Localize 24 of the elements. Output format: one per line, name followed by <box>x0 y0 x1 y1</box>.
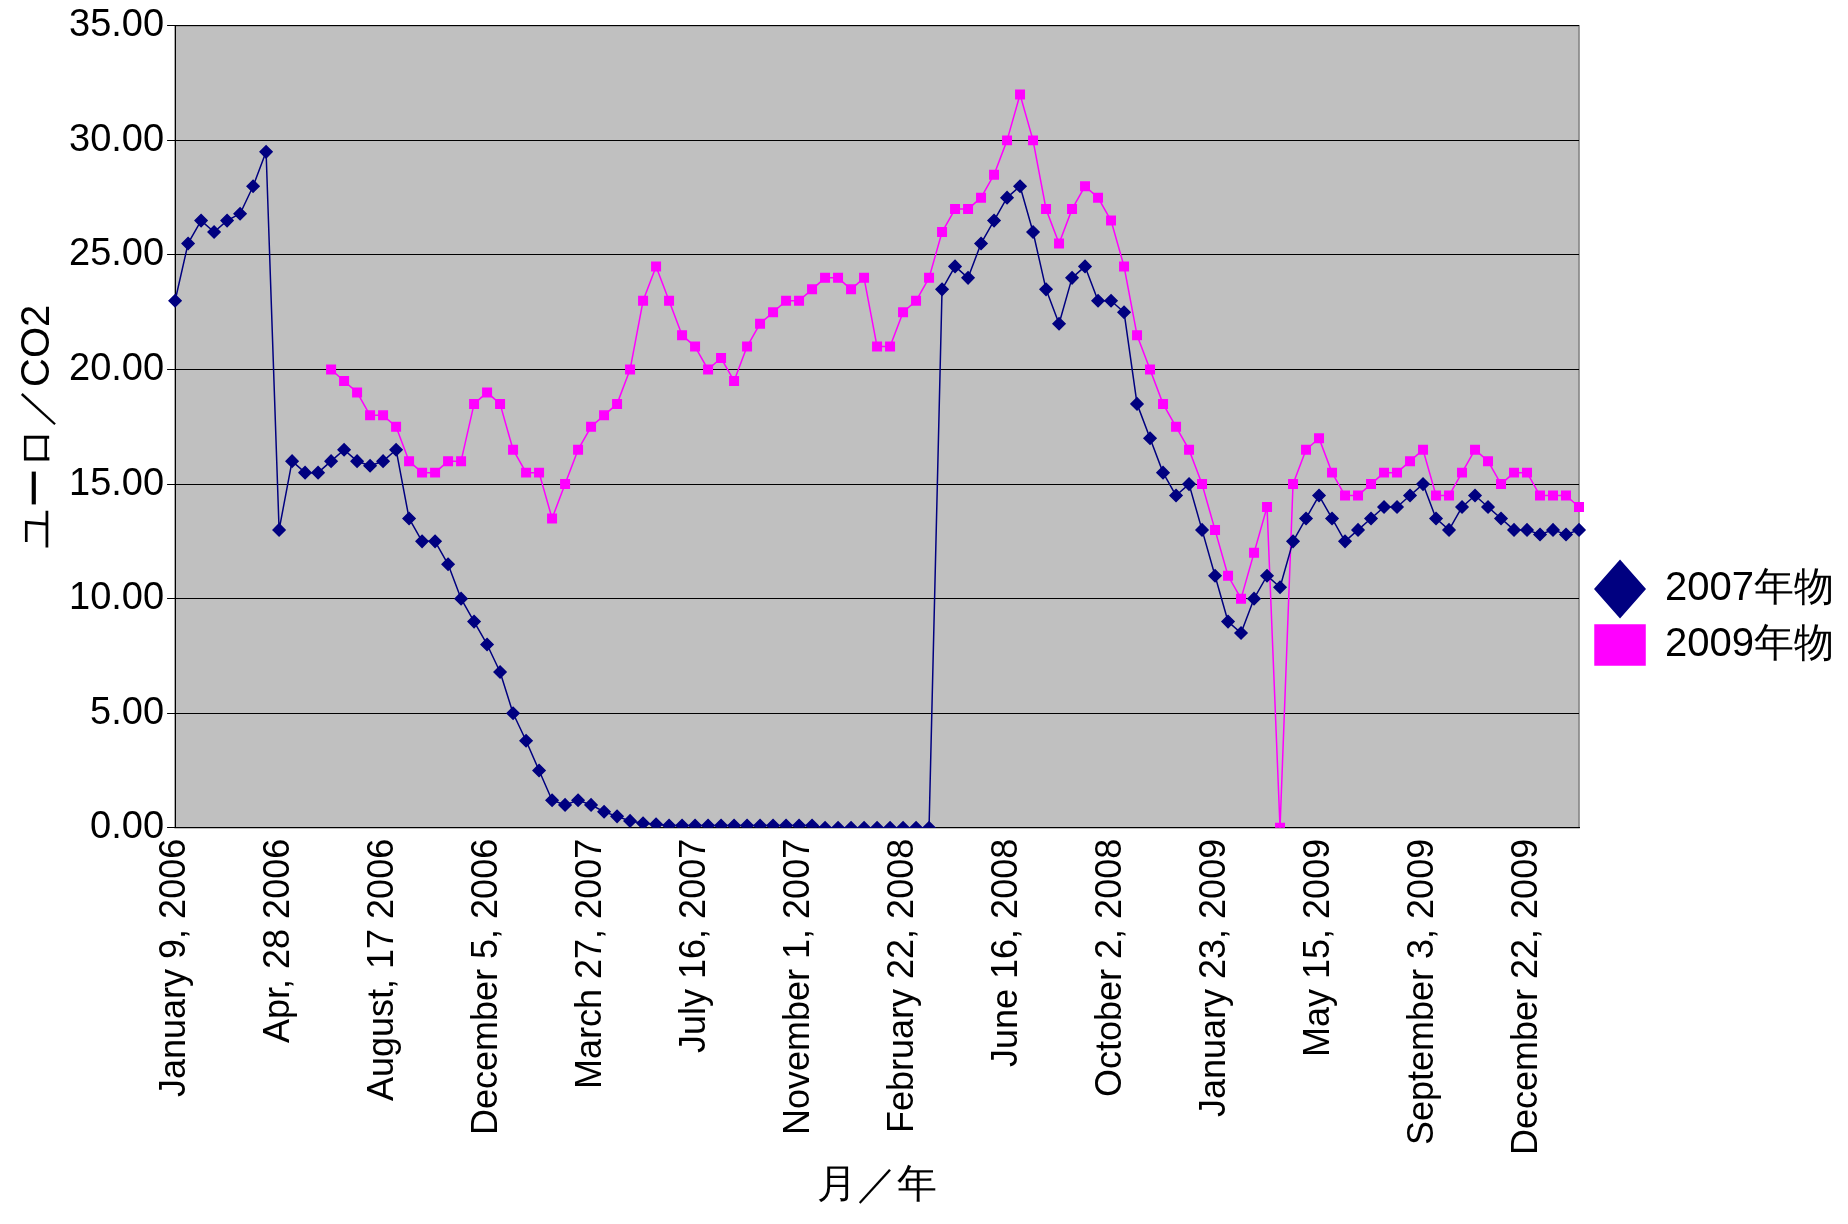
x-tick-label: March 27, 2007 <box>567 838 609 1089</box>
y-tick-label: 25.00 <box>69 231 165 274</box>
y-axis-title: ユーロ／CO2 <box>13 304 58 549</box>
x-tick-label: December 22, 2009 <box>1503 838 1545 1156</box>
x-tick-label: November 1, 2007 <box>775 838 817 1135</box>
x-tick-label: October 2, 2008 <box>1087 838 1129 1097</box>
x-tick-label: May 15, 2009 <box>1295 838 1337 1057</box>
x-tick-label: September 3, 2009 <box>1399 838 1441 1146</box>
y-tick-label: 35.00 <box>69 2 165 45</box>
y-tick-label: 15.00 <box>69 460 165 503</box>
x-tick-label: January 23, 2009 <box>1191 838 1233 1118</box>
x-tick-label: August, 17 2006 <box>360 838 401 1102</box>
x-tick-label: June 16, 2008 <box>983 838 1025 1068</box>
x-tick-label: Apr, 28 2006 <box>256 838 298 1043</box>
x-axis-title: 月／年 <box>817 1161 938 1206</box>
x-tick-label: December 5, 2006 <box>464 838 505 1135</box>
legend-label: 2009年物 <box>1665 620 1834 665</box>
x-tick-label: February 22, 2008 <box>879 838 921 1133</box>
x-tick-label: July 16, 2007 <box>671 838 713 1053</box>
y-tick-label: 5.00 <box>90 689 165 732</box>
legend-label: 2007年物 <box>1665 564 1834 609</box>
y-tick-label: 20.00 <box>69 346 165 388</box>
y-tick-label: 30.00 <box>69 116 165 159</box>
y-tick-label: 10.00 <box>69 575 165 618</box>
